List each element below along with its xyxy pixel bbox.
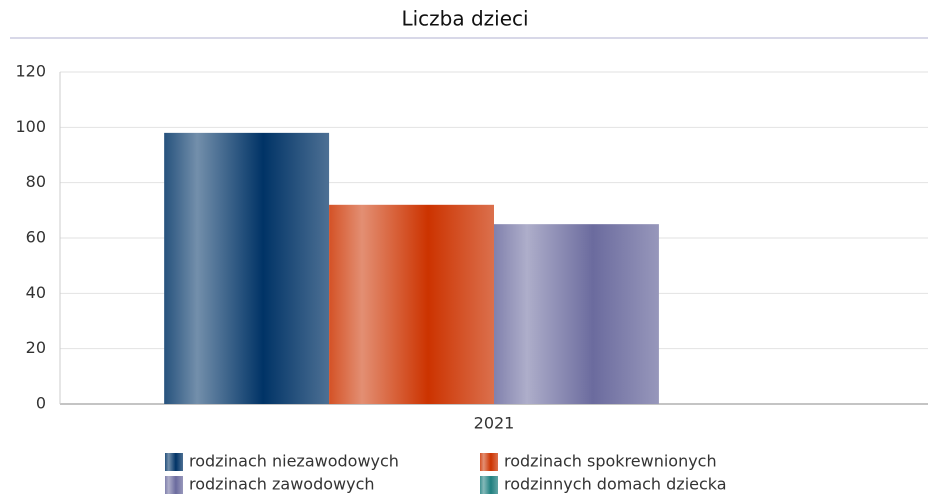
legend-label: rodzinach zawodowych [189,475,375,494]
y-tick-label: 0 [36,394,46,413]
x-tick-label: 2021 [474,414,515,433]
y-tick-label: 60 [26,228,46,247]
legend-label: rodzinach spokrewnionych [504,452,717,471]
legend-swatch [480,476,498,494]
y-tick-label: 20 [26,338,46,357]
y-tick-label: 120 [15,62,46,81]
legend-label: rodzinnych domach dziecka [504,475,727,494]
legend-swatch [480,453,498,471]
legend-swatch [165,453,183,471]
legend-label: rodzinach niezawodowych [189,452,399,471]
bar [329,204,494,404]
chart-title: Liczba dzieci [401,7,528,31]
bar [164,132,330,404]
legend-swatch [165,476,183,494]
y-tick-label: 80 [26,172,46,191]
bar [494,224,659,404]
y-tick-label: 100 [15,117,46,136]
y-tick-label: 40 [26,283,46,302]
